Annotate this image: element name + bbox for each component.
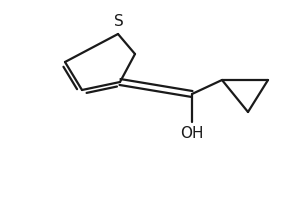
Text: S: S — [114, 14, 124, 29]
Text: OH: OH — [180, 126, 204, 141]
